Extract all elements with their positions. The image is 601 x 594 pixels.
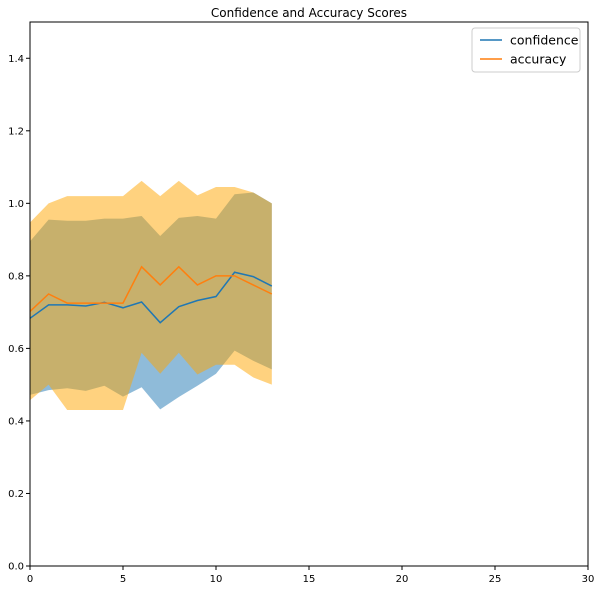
legend-box xyxy=(471,27,581,73)
x-tick-label: 10 xyxy=(210,574,223,585)
x-tick-label: 0 xyxy=(27,574,33,585)
confidence-legend-label: confidence xyxy=(510,33,579,48)
x-tick-label: 25 xyxy=(489,574,502,585)
y-tick-label: 0.4 xyxy=(8,416,24,427)
accuracy-legend-label: accuracy xyxy=(510,52,567,67)
x-axis: 0 5 10 15 20 25 30 xyxy=(27,566,595,585)
x-tick-label: 5 xyxy=(120,574,126,585)
accuracy-line xyxy=(29,265,273,312)
x-tick-label: 30 xyxy=(582,574,595,585)
confidence-bands xyxy=(30,180,272,411)
y-tick-label: 0.2 xyxy=(8,489,24,500)
y-axis: 0.0 0.2 0.4 0.6 0.8 1.0 1.2 1.4 xyxy=(8,54,30,573)
series-lines xyxy=(29,265,273,324)
legend: confidence accuracy xyxy=(471,27,581,73)
x-tick-label: 15 xyxy=(303,574,316,585)
x-tick-label: 20 xyxy=(396,574,409,585)
chart-title: Confidence and Accuracy Scores xyxy=(211,6,407,20)
accuracy-band xyxy=(30,180,272,411)
y-tick-label: 1.2 xyxy=(8,126,24,137)
y-tick-label: 1.0 xyxy=(8,199,24,210)
y-tick-label: 0.8 xyxy=(8,271,24,282)
y-tick-label: 0.6 xyxy=(8,344,24,355)
y-tick-label: 1.4 xyxy=(8,54,24,65)
y-tick-label: 0.0 xyxy=(8,562,24,573)
